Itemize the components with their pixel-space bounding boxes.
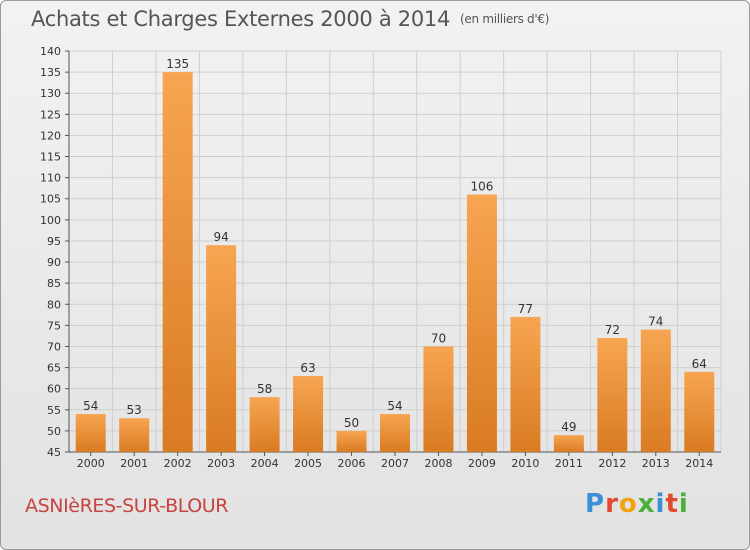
data-label-2001: 53 <box>127 403 142 417</box>
y-tick-label: 100 <box>40 214 61 227</box>
x-tick-label: 2007 <box>381 457 409 470</box>
y-tick-label: 120 <box>40 129 61 142</box>
data-label-2014: 64 <box>692 357 707 371</box>
y-tick-label: 60 <box>47 383 61 396</box>
bar-2001 <box>119 418 150 452</box>
x-tick-label: 2006 <box>338 457 366 470</box>
y-tick-label: 110 <box>40 172 61 185</box>
y-tick-label: 95 <box>47 235 61 248</box>
data-label-2005: 63 <box>300 361 315 375</box>
bar-2014 <box>684 371 715 452</box>
brand-letter: i <box>678 489 689 519</box>
brand-letter: r <box>605 489 619 519</box>
brand-letter: i <box>655 489 666 519</box>
data-label-2010: 77 <box>518 302 533 316</box>
y-tick-label: 140 <box>40 45 61 58</box>
data-label-2002: 135 <box>166 57 189 71</box>
brand-letter: P <box>585 489 606 519</box>
brand-letter: x <box>637 489 656 519</box>
brand-letter: o <box>618 489 638 519</box>
y-tick-label: 90 <box>47 256 61 269</box>
y-tick-label: 115 <box>40 151 61 164</box>
proxiti-logo[interactable]: Proxiti <box>585 489 689 519</box>
data-label-2004: 58 <box>257 382 272 396</box>
y-tick-label: 50 <box>47 425 61 438</box>
x-tick-label: 2008 <box>424 457 452 470</box>
y-tick-label: 80 <box>47 298 61 311</box>
y-tick-label: 55 <box>47 404 61 417</box>
title-unit: (en milliers d'€) <box>460 12 550 26</box>
bar-2010 <box>510 316 541 452</box>
bar-2003 <box>206 245 237 452</box>
bar-2005 <box>293 376 324 452</box>
data-label-2007: 54 <box>387 399 402 413</box>
x-tick-label: 2000 <box>77 457 105 470</box>
x-tick-label: 2003 <box>207 457 235 470</box>
y-tick-label: 105 <box>40 193 61 206</box>
y-tick-label: 65 <box>47 362 61 375</box>
x-tick-label: 2010 <box>511 457 539 470</box>
y-tick-label: 45 <box>47 446 61 459</box>
data-label-2003: 94 <box>213 230 228 244</box>
x-tick-label: 2014 <box>685 457 713 470</box>
x-tick-label: 2004 <box>251 457 279 470</box>
x-tick-label: 2011 <box>555 457 583 470</box>
bar-2012 <box>597 338 628 452</box>
data-label-2008: 70 <box>431 331 446 345</box>
chart-title: Achats et Charges Externes 2000 à 2014 (e… <box>31 7 549 31</box>
bar-2002 <box>162 72 193 453</box>
data-label-2006: 50 <box>344 416 359 430</box>
x-tick-label: 2002 <box>164 457 192 470</box>
x-tick-label: 2012 <box>598 457 626 470</box>
data-label-2009: 106 <box>470 180 493 194</box>
y-tick-label: 70 <box>47 340 61 353</box>
y-tick-label: 75 <box>47 319 61 332</box>
data-label-2012: 72 <box>605 323 620 337</box>
bar-2008 <box>423 346 454 452</box>
y-tick-label: 135 <box>40 66 61 79</box>
bar-2007 <box>380 414 410 452</box>
y-tick-label: 125 <box>40 108 61 121</box>
brand-letter: t <box>665 489 679 519</box>
y-tick-label: 85 <box>47 277 61 290</box>
data-label-2000: 54 <box>83 399 98 413</box>
bar-2006 <box>336 430 367 452</box>
commune-name: ASNIèRES-SUR-BLOUR <box>25 495 229 517</box>
x-tick-label: 2013 <box>642 457 670 470</box>
bar-2000 <box>75 414 106 452</box>
title-text: Achats et Charges Externes 2000 à 2014 <box>31 7 451 31</box>
bar-2013 <box>640 329 671 452</box>
bars <box>75 72 715 453</box>
x-tick-label: 2001 <box>120 457 148 470</box>
data-labels: 54 53 135 94 58 63 50 54 70 106 77 49 72 74 64 <box>83 57 707 434</box>
data-label-2013: 74 <box>648 315 663 329</box>
data-label-2011: 49 <box>561 420 576 434</box>
bar-2011 <box>553 435 584 452</box>
x-tick-label: 2009 <box>468 457 496 470</box>
y-tick-label: 130 <box>40 87 61 100</box>
bar-2004 <box>249 397 280 452</box>
x-tick-label: 2005 <box>294 457 322 470</box>
bar-2009 <box>466 194 497 452</box>
